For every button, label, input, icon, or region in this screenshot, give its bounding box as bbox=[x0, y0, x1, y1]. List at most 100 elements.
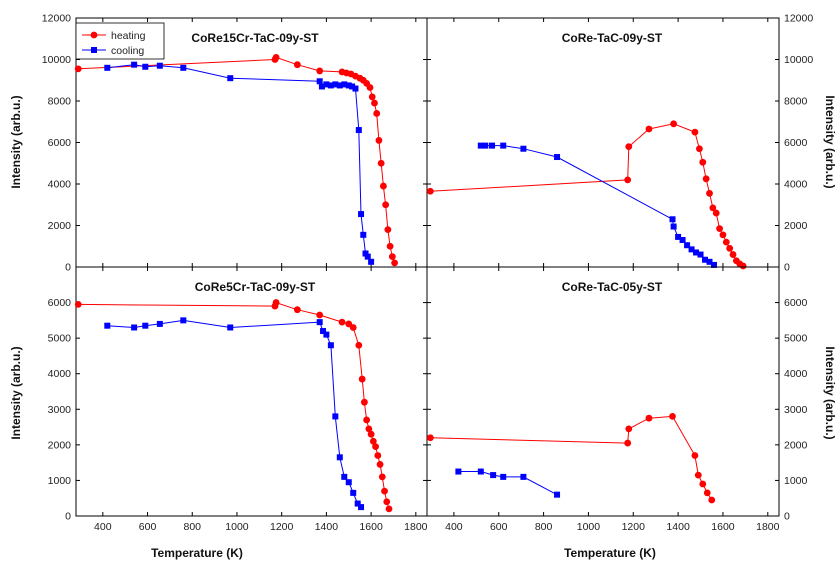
cooling-point-top-right bbox=[710, 261, 717, 268]
heating-point-bottom-left bbox=[355, 341, 363, 349]
cooling-point-top-right bbox=[679, 237, 686, 244]
y-tick-label-top-right: 4000 bbox=[784, 179, 808, 191]
cooling-point-top-right bbox=[482, 142, 489, 149]
y-tick-label-bottom-right: 6000 bbox=[784, 297, 808, 309]
heating-point-top-left bbox=[384, 226, 392, 234]
heating-point-top-right bbox=[625, 143, 633, 151]
cooling-point-bottom-left bbox=[358, 504, 365, 511]
cooling-point-bottom-right bbox=[554, 491, 561, 498]
x-tick-label-bottom-right: 1000 bbox=[577, 521, 601, 533]
cooling-point-top-left bbox=[336, 82, 343, 89]
heating-point-bottom-left bbox=[374, 452, 382, 459]
x-tick-label-bottom-right: 1400 bbox=[666, 521, 690, 533]
y-tick-label-top-right: 6000 bbox=[784, 137, 808, 149]
heating-point-bottom-right bbox=[699, 480, 707, 488]
legend-cooling-marker bbox=[91, 47, 97, 53]
cooling-point-top-left bbox=[355, 127, 362, 134]
y-tick-label-bottom-right: 0 bbox=[784, 511, 790, 523]
heating-point-bottom-right bbox=[426, 434, 434, 442]
heating-point-top-right bbox=[691, 128, 699, 136]
heating-point-bottom-left bbox=[378, 473, 386, 481]
y-tick-label-top-left: 8000 bbox=[48, 96, 72, 108]
heating-point-top-right bbox=[699, 158, 707, 166]
heating-point-bottom-right bbox=[624, 439, 632, 447]
cooling-point-top-left bbox=[362, 250, 369, 257]
x-tick-label-bottom-left: 400 bbox=[94, 521, 112, 533]
cooling-point-top-right bbox=[489, 142, 496, 149]
cooling-point-bottom-right bbox=[455, 468, 462, 475]
heating-point-top-right bbox=[712, 209, 720, 217]
cooling-point-top-right bbox=[554, 154, 561, 161]
heating-line-top-right bbox=[430, 123, 744, 267]
cooling-point-top-left bbox=[360, 231, 367, 238]
panel-title-top-left: CoRe15Cr-TaC-09y-ST bbox=[191, 31, 319, 45]
heating-point-top-left bbox=[380, 182, 387, 190]
panel-title-bottom-right: CoRe-TaC-05y-ST bbox=[562, 280, 663, 294]
heating-point-top-left bbox=[373, 110, 381, 117]
cooling-point-bottom-left bbox=[354, 500, 361, 507]
y-tick-label-bottom-left: 1000 bbox=[48, 475, 72, 487]
cooling-point-top-left bbox=[345, 82, 352, 89]
heating-point-top-left bbox=[316, 67, 324, 75]
cooling-point-bottom-left bbox=[350, 489, 357, 496]
y-axis-title-top-left: Intensity (arb.u.) bbox=[9, 95, 23, 188]
cooling-point-bottom-left bbox=[323, 331, 330, 338]
cooling-point-bottom-left bbox=[180, 317, 187, 324]
cooling-point-top-left bbox=[142, 63, 149, 70]
heating-line-bottom-left bbox=[78, 301, 390, 510]
panel-title-top-right: CoRe-TaC-09y-ST bbox=[562, 31, 663, 45]
cooling-point-top-right bbox=[477, 142, 484, 149]
heating-point-bottom-left bbox=[338, 318, 346, 326]
heating-point-top-left bbox=[377, 159, 385, 167]
heating-point-bottom-right bbox=[669, 413, 676, 420]
cooling-point-top-right bbox=[675, 233, 682, 240]
cooling-point-top-left bbox=[349, 83, 356, 90]
cooling-point-top-right bbox=[702, 256, 709, 263]
cooling-point-top-left bbox=[364, 253, 371, 260]
heating-point-bottom-left bbox=[363, 416, 371, 424]
heating-point-top-right bbox=[726, 244, 734, 252]
y-tick-label-top-right: 8000 bbox=[784, 96, 808, 108]
cooling-line-bottom-left bbox=[107, 319, 362, 508]
heating-point-top-left bbox=[386, 242, 394, 250]
cooling-point-top-right bbox=[684, 242, 691, 249]
y-axis-title-bottom-right: Intensity (arb.u.) bbox=[823, 346, 837, 439]
heating-point-top-left bbox=[368, 93, 376, 101]
heating-point-top-right bbox=[716, 225, 723, 233]
y-tick-label-top-left: 2000 bbox=[48, 220, 72, 232]
cooling-point-bottom-left bbox=[104, 322, 111, 329]
heating-point-top-right bbox=[696, 145, 703, 153]
heating-point-top-left bbox=[375, 137, 383, 144]
cooling-point-top-left bbox=[332, 81, 339, 88]
heating-point-top-right bbox=[624, 176, 632, 184]
cooling-point-top-left bbox=[341, 81, 348, 88]
heating-point-bottom-left bbox=[372, 443, 379, 451]
x-tick-label-bottom-right: 1200 bbox=[622, 521, 646, 533]
cooling-point-top-right bbox=[520, 145, 527, 152]
cooling-point-bottom-left bbox=[320, 328, 327, 335]
heating-point-bottom-left bbox=[272, 299, 280, 306]
heating-point-top-left bbox=[272, 54, 280, 61]
panel-bottom-left: 400 600 800 1000 1200 1400 1600 1800 0 1000 2000 30… bbox=[48, 266, 428, 533]
heating-point-bottom-left bbox=[383, 498, 391, 506]
heating-point-bottom-left bbox=[358, 375, 366, 383]
heating-point-bottom-left bbox=[74, 300, 82, 308]
y-tick-label-top-left: 4000 bbox=[48, 179, 72, 191]
panel-title-bottom-left: CoRe5Cr-TaC-09y-ST bbox=[195, 280, 316, 294]
y-tick-label-bottom-left: 0 bbox=[65, 511, 71, 523]
heating-point-bottom-right bbox=[645, 414, 653, 422]
x-axis-title-bottom-right: Temperature (K) bbox=[564, 546, 656, 560]
x-tick-label-bottom-left: 1200 bbox=[270, 521, 294, 533]
cooling-point-top-left bbox=[227, 75, 234, 82]
plot-frame-top-right bbox=[426, 17, 780, 268]
cooling-point-top-right bbox=[688, 246, 695, 253]
heating-point-top-left bbox=[293, 61, 301, 69]
y-tick-label-bottom-right: 4000 bbox=[784, 368, 808, 380]
cooling-point-bottom-left bbox=[332, 413, 339, 420]
x-tick-label-bottom-left: 1600 bbox=[359, 521, 383, 533]
y-tick-label-bottom-left: 5000 bbox=[48, 333, 72, 345]
heating-point-top-left bbox=[371, 99, 378, 107]
y-tick-label-top-right: 0 bbox=[784, 262, 790, 274]
x-tick-label-bottom-left: 1400 bbox=[315, 521, 339, 533]
